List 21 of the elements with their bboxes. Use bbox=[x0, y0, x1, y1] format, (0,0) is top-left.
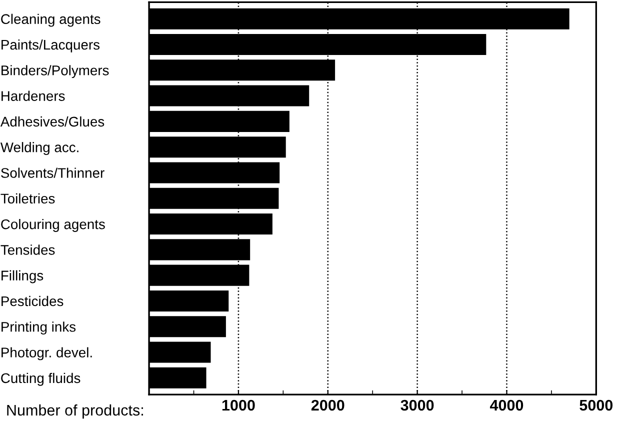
y-tick-label: Toiletries bbox=[0, 193, 55, 204]
y-tick-label: Pesticides bbox=[2, 296, 64, 306]
y-tick-label: Paints/Lacquers bbox=[2, 39, 100, 52]
x-tick-label: 5000 bbox=[580, 400, 613, 411]
y-tick-label: Photogr. devel. bbox=[2, 347, 92, 360]
y-tick-label: Colouring agents bbox=[1, 218, 105, 232]
x-tick-label: 3000 bbox=[400, 400, 434, 411]
y-tick-label: Printing inks bbox=[2, 322, 76, 335]
y-tick-label: Welding acc. bbox=[0, 142, 78, 155]
y-tick-label: Cutting fluids bbox=[1, 372, 80, 386]
y-tick-label: Fillings bbox=[2, 270, 44, 284]
y-tick-label: Tensides bbox=[0, 244, 55, 255]
y-tick-label: Adhesives/Glues bbox=[0, 116, 104, 127]
x-axis-title: Number of products: bbox=[7, 404, 143, 419]
y-tick-label: Cleaning agents bbox=[1, 14, 100, 27]
y-tick-label: Binders/Polymers bbox=[2, 65, 109, 78]
x-tick-label: 1000 bbox=[222, 400, 255, 411]
y-tick-label: Solvents/Thinner bbox=[1, 168, 104, 178]
y-tick-label: Hardeners bbox=[2, 90, 65, 101]
x-tick-label: 2000 bbox=[311, 400, 344, 411]
x-tick-label: 4000 bbox=[490, 400, 524, 411]
